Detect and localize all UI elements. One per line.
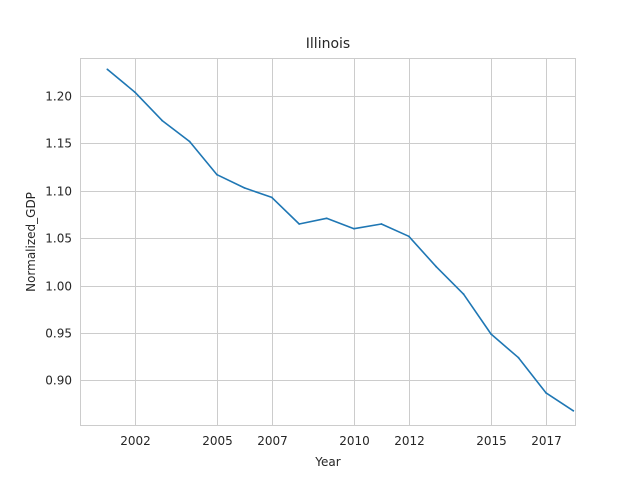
data-point [188, 140, 191, 143]
data-point [517, 356, 520, 359]
x-axis-label: Year [314, 455, 340, 469]
x-tick-label: 2005 [202, 434, 233, 448]
plot-border [80, 58, 576, 426]
y-axis-label: Normalized_GDP [24, 192, 38, 292]
series-layer [106, 68, 575, 412]
data-point [490, 333, 492, 335]
tick-labels: 2002 2005 2007 2010 2012 2015 2017 0.90 0.95 1.00… [45, 90, 561, 449]
x-tick-label: 2017 [531, 434, 562, 448]
x-tick-label: 2012 [394, 434, 425, 448]
data-point [545, 391, 547, 394]
data-point [462, 293, 465, 296]
data-point [407, 235, 410, 238]
data-point [243, 187, 246, 189]
data-point [298, 223, 301, 225]
y-tick-label: 1.00 [45, 280, 72, 294]
y-tick-label: 1.15 [45, 137, 72, 151]
data-point [380, 223, 383, 225]
data-point [106, 68, 109, 71]
x-tick-label: 2015 [476, 434, 507, 448]
y-tick-label: 0.95 [45, 327, 72, 341]
x-tick-label: 2002 [120, 434, 151, 448]
y-tick-label: 1.10 [45, 185, 72, 199]
plot-area [80, 58, 576, 426]
grid [80, 58, 576, 426]
chart-title: Illinois [306, 36, 350, 52]
data-point [435, 265, 438, 268]
data-point [325, 217, 328, 220]
y-tick-label: 1.05 [45, 232, 72, 246]
y-tick-label: 1.20 [45, 90, 72, 104]
data-point [270, 196, 273, 199]
y-tick-label: 0.90 [45, 374, 72, 388]
data-point [353, 227, 355, 230]
data-point [572, 409, 575, 412]
series-line [106, 68, 575, 412]
data-point [216, 173, 218, 176]
data-point [161, 119, 164, 122]
x-tick-label: 2007 [257, 434, 288, 448]
x-tick-label: 2010 [339, 434, 370, 448]
data-point [133, 91, 136, 93]
